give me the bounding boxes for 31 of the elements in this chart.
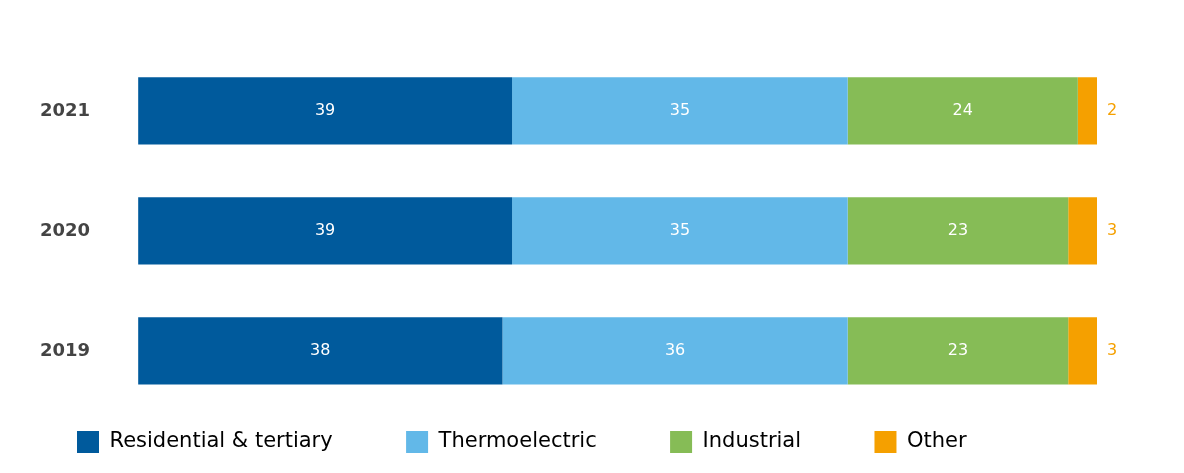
data-label: 38 <box>310 340 331 360</box>
y-tick-label: 2019 <box>39 338 91 360</box>
y-tick-label: 2020 <box>39 218 91 240</box>
bar <box>138 317 503 385</box>
data-label: 23 <box>947 340 969 360</box>
bar <box>1068 197 1097 265</box>
bar <box>847 317 1069 385</box>
bar <box>502 317 848 385</box>
data-label: 36 <box>664 340 686 360</box>
bar <box>512 77 848 145</box>
legend-label: Industrial <box>702 428 855 453</box>
data-label: 2 <box>1107 99 1118 119</box>
data-label: 35 <box>669 99 691 119</box>
bar <box>1068 317 1097 385</box>
y-tick-label: 2021 <box>39 98 91 120</box>
data-label: 39 <box>314 99 336 119</box>
bar <box>847 77 1078 145</box>
bar <box>138 197 513 265</box>
data-label: 3 <box>1107 220 1118 240</box>
data-label: 24 <box>952 99 973 119</box>
bar <box>138 77 513 145</box>
data-label: 23 <box>947 220 969 240</box>
bar <box>1077 77 1097 145</box>
legend-label: Other <box>906 428 1021 453</box>
legend-label: Thermoelectric <box>437 428 651 453</box>
data-label: 35 <box>669 220 691 240</box>
data-label: 39 <box>314 220 336 240</box>
legend-label: Residential & tertiary <box>109 428 387 453</box>
bar <box>512 197 848 265</box>
bar <box>847 197 1069 265</box>
data-label: 3 <box>1107 340 1118 360</box>
